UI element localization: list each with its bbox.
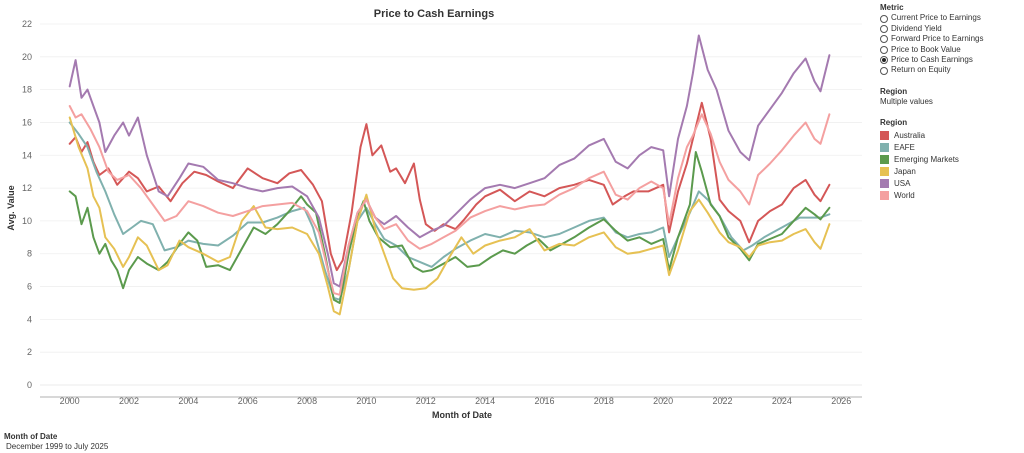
y-tick-label: 18 <box>22 85 32 95</box>
x-axis-title: Month of Date <box>432 410 492 420</box>
metric-option-label: Forward Price to Earnings <box>891 34 984 44</box>
x-tick-label: 2004 <box>178 396 198 406</box>
series-line-usa[interactable] <box>68 34 831 288</box>
metric-header: Metric <box>880 3 904 12</box>
date-range-filter: Month of Date December 1999 to July 2025 <box>4 432 108 452</box>
x-tick-label: 2024 <box>772 396 792 406</box>
chart-series <box>68 34 831 316</box>
chart-title: Price to Cash Earnings <box>374 8 494 20</box>
legend-item[interactable]: EAFE <box>880 142 1024 154</box>
y-tick-label: 16 <box>22 117 32 127</box>
radio-icon[interactable] <box>880 35 888 44</box>
x-tick-label: 2022 <box>713 396 733 406</box>
y-tick-label: 20 <box>22 52 32 62</box>
legend-item[interactable]: Emerging Markets <box>880 154 1024 166</box>
legend-item[interactable]: Australia <box>880 130 1024 142</box>
legend-label: Japan <box>894 166 916 176</box>
legend-swatch <box>880 143 889 153</box>
y-tick-label: 0 <box>27 380 32 390</box>
y-tick-label: 2 <box>27 347 32 357</box>
legend-label: Emerging Markets <box>894 154 959 164</box>
x-tick-label: 2018 <box>594 396 614 406</box>
metric-radio-group: Current Price to Earnings Dividend Yield F… <box>880 13 1024 75</box>
radio-icon[interactable] <box>880 24 888 33</box>
series-line-world[interactable] <box>68 105 831 296</box>
metric-option[interactable]: Price to Cash Earnings <box>880 55 1024 65</box>
legend-swatch <box>880 131 889 141</box>
y-tick-label: 14 <box>22 150 32 160</box>
legend-label: Australia <box>894 130 926 140</box>
legend-swatch <box>880 191 889 201</box>
date-filter-value[interactable]: December 1999 to July 2025 <box>6 442 109 451</box>
region-filter-value[interactable]: Multiple values <box>880 97 933 107</box>
series-line-japan[interactable] <box>68 116 831 316</box>
legend-label: EAFE <box>894 142 915 152</box>
x-tick-label: 2012 <box>416 396 436 406</box>
radio-selected-icon[interactable] <box>880 56 888 65</box>
y-tick-label: 22 <box>22 19 32 29</box>
region-legend: Australia EAFE Emerging Markets Japan USA Wor… <box>880 130 1024 202</box>
x-tick-label: 2002 <box>119 396 139 406</box>
metric-option[interactable]: Price to Book Value <box>880 45 1024 55</box>
y-tick-label: 12 <box>22 183 32 193</box>
side-panel: Metric Current Price to Earnings Dividend… <box>880 3 1024 202</box>
metric-option-label: Current Price to Earnings <box>891 13 981 23</box>
x-axis: 2000 2002 2004 2006 2008 2010 2012 2014 2016 2018… <box>60 396 852 406</box>
metric-option-label: Return on Equity <box>891 65 951 75</box>
legend-item[interactable]: USA <box>880 178 1024 190</box>
x-tick-label: 2014 <box>475 396 495 406</box>
radio-icon[interactable] <box>880 14 888 23</box>
series-line-australia[interactable] <box>68 101 831 272</box>
radio-icon[interactable] <box>880 45 888 54</box>
y-axis-title: Avg. Value <box>6 185 16 230</box>
x-tick-label: 2008 <box>297 396 317 406</box>
metric-option[interactable]: Dividend Yield <box>880 24 1024 34</box>
x-tick-label: 2000 <box>60 396 80 406</box>
legend-swatch <box>880 179 889 189</box>
legend-swatch <box>880 155 889 165</box>
y-tick-label: 10 <box>22 216 32 226</box>
legend-item[interactable]: World <box>880 190 1024 202</box>
chart-gridlines <box>40 23 862 386</box>
date-filter-label: Month of Date <box>4 432 58 441</box>
legend-item[interactable]: Japan <box>880 166 1024 178</box>
legend-label: World <box>894 190 915 200</box>
metric-option-label: Dividend Yield <box>891 23 942 33</box>
x-tick-label: 2026 <box>831 396 851 406</box>
x-tick-label: 2020 <box>653 396 673 406</box>
y-tick-label: 8 <box>27 249 32 259</box>
y-axis: 0 2 4 6 8 10 12 14 16 18 20 22 <box>22 19 32 390</box>
metric-option-label: Price to Cash Earnings <box>891 54 973 64</box>
metric-option[interactable]: Return on Equity <box>880 65 1024 75</box>
metric-option[interactable]: Forward Price to Earnings <box>880 34 1024 44</box>
y-tick-label: 4 <box>27 314 32 324</box>
radio-icon[interactable] <box>880 66 888 75</box>
region-legend-header: Region <box>880 117 908 127</box>
line-chart: Price to Cash Earnings 0 2 4 6 8 10 12 14 16 18 20… <box>6 8 862 420</box>
metric-option[interactable]: Current Price to Earnings <box>880 13 1024 23</box>
legend-swatch <box>880 167 889 177</box>
x-tick-label: 2010 <box>356 396 376 406</box>
region-filter-header: Region <box>880 86 908 96</box>
x-tick-label: 2016 <box>534 396 554 406</box>
y-tick-label: 6 <box>27 282 32 292</box>
metric-option-label: Price to Book Value <box>891 44 961 54</box>
legend-label: USA <box>894 178 911 188</box>
x-tick-label: 2006 <box>238 396 258 406</box>
